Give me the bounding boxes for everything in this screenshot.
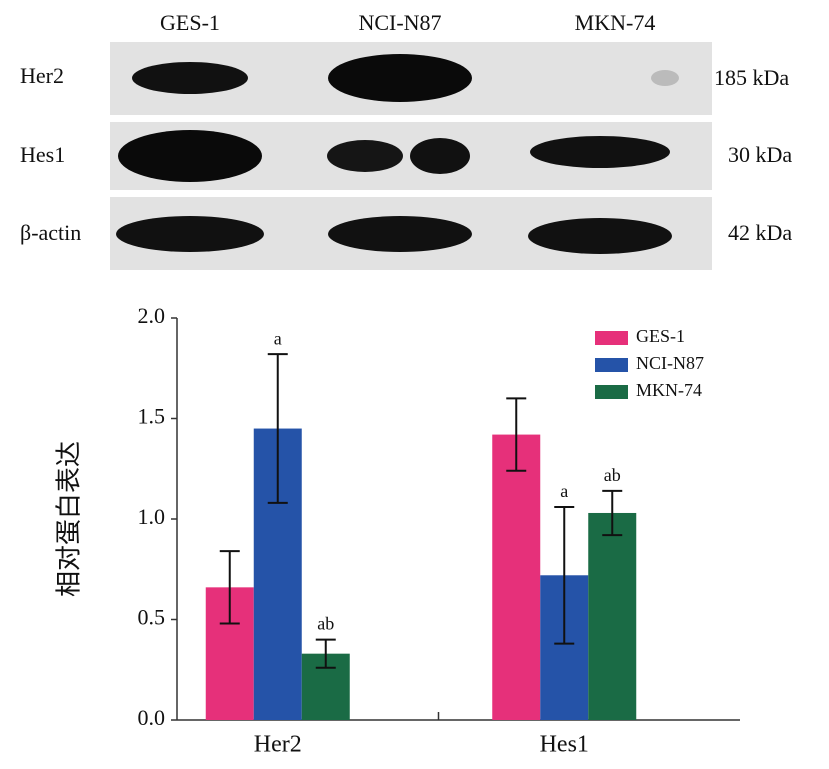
significance-label: ab — [317, 614, 334, 634]
band — [328, 54, 472, 102]
y-tick-label: 0.0 — [138, 705, 166, 730]
protein-label: β-actin — [20, 220, 81, 245]
legend-swatch — [595, 385, 628, 399]
band — [118, 130, 262, 182]
band — [651, 70, 679, 86]
x-tick-label: Her2 — [254, 732, 302, 758]
size-label: 42 kDa — [728, 220, 792, 245]
protein-label: Hes1 — [20, 142, 65, 167]
significance-label: a — [274, 328, 282, 348]
lane-label: GES-1 — [160, 10, 220, 35]
error-bar — [219, 550, 240, 625]
band — [132, 62, 248, 94]
significance-label: ab — [604, 465, 621, 485]
lane-label: NCI-N87 — [358, 10, 441, 35]
error-bar — [554, 505, 575, 645]
band — [410, 138, 470, 174]
error-bar — [506, 397, 527, 472]
y-tick-label: 1.5 — [138, 404, 166, 429]
x-tick-label: Hes1 — [540, 732, 589, 758]
y-tick-label: 1.0 — [138, 504, 166, 529]
bar — [492, 434, 541, 720]
band — [116, 216, 264, 252]
lane-label: MKN-74 — [575, 10, 656, 35]
significance-label: a — [560, 481, 568, 501]
y-tick-label: 2.0 — [138, 303, 166, 328]
legend-swatch — [595, 358, 628, 372]
size-label: 30 kDa — [728, 142, 792, 167]
protein-label: Her2 — [20, 63, 64, 88]
band — [327, 140, 403, 172]
error-bar — [267, 353, 288, 504]
y-tick-label: 0.5 — [138, 605, 166, 630]
band — [328, 216, 472, 252]
y-axis-label: 相对蛋白表达 — [55, 441, 85, 597]
legend-label: NCI-N87 — [636, 353, 704, 373]
legend-label: MKN-74 — [636, 380, 702, 400]
band — [528, 218, 672, 254]
error-bar — [602, 489, 623, 537]
legend-label: GES-1 — [636, 326, 685, 346]
legend-swatch — [595, 331, 628, 345]
size-label: 185 kDa — [714, 65, 789, 90]
band — [530, 136, 670, 168]
error-bar — [315, 638, 336, 669]
blot — [110, 42, 712, 270]
bar — [588, 512, 637, 720]
